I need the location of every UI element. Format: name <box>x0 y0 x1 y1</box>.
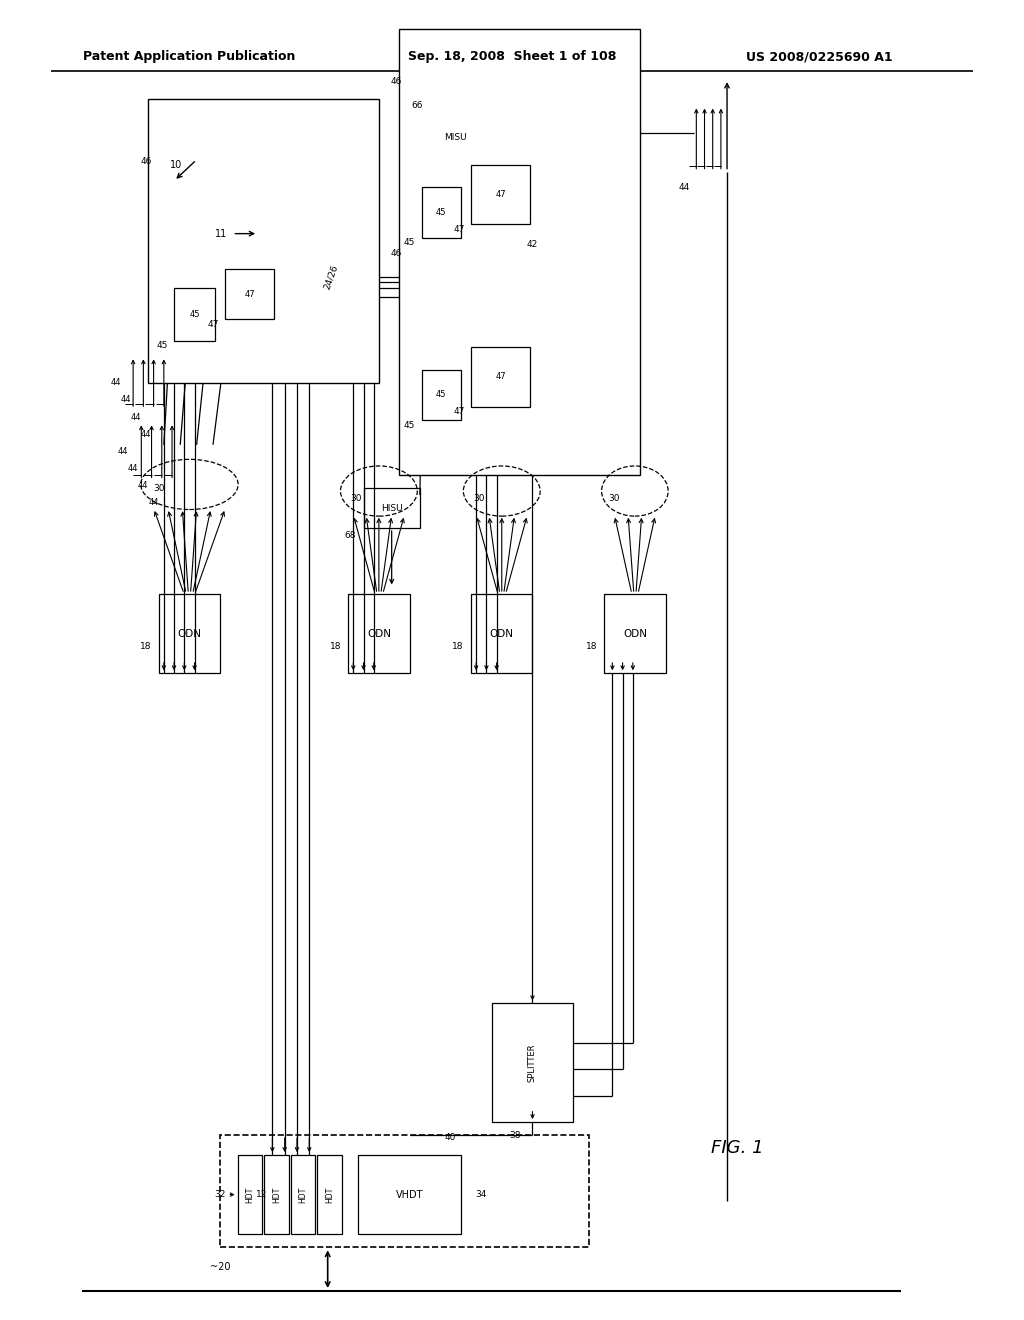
Text: 44: 44 <box>111 379 121 387</box>
Text: ODN: ODN <box>623 628 647 639</box>
Text: 18: 18 <box>586 643 597 651</box>
Text: HDT: HDT <box>326 1187 334 1203</box>
Text: 47: 47 <box>245 290 255 298</box>
Text: 11: 11 <box>215 228 227 239</box>
Text: HISU: HISU <box>381 504 402 512</box>
Text: 45: 45 <box>157 342 168 350</box>
Text: 45: 45 <box>189 310 200 318</box>
Bar <box>422 370 461 420</box>
Bar <box>604 594 666 673</box>
Text: 47: 47 <box>454 226 465 234</box>
Bar <box>264 1155 289 1234</box>
Bar <box>364 488 420 528</box>
Text: ODN: ODN <box>489 628 514 639</box>
Text: 30: 30 <box>608 495 621 503</box>
Bar <box>159 594 220 673</box>
Bar <box>471 347 530 407</box>
Text: MISU: MISU <box>444 133 467 141</box>
Text: 44: 44 <box>141 430 152 438</box>
Text: 18: 18 <box>140 643 152 651</box>
Bar <box>174 288 215 341</box>
Text: FIG. 1: FIG. 1 <box>711 1139 764 1158</box>
Bar <box>317 1155 342 1234</box>
Text: ODN: ODN <box>367 628 391 639</box>
Text: 34: 34 <box>475 1191 486 1199</box>
Text: 18: 18 <box>453 643 464 651</box>
Text: 45: 45 <box>436 209 446 216</box>
Text: VHDT: VHDT <box>396 1189 423 1200</box>
Text: 47: 47 <box>496 372 506 381</box>
Text: Sep. 18, 2008  Sheet 1 of 108: Sep. 18, 2008 Sheet 1 of 108 <box>408 50 616 63</box>
Text: 44: 44 <box>121 396 131 404</box>
Bar <box>291 1155 315 1234</box>
Text: 45: 45 <box>403 239 415 247</box>
Text: 46: 46 <box>391 78 402 86</box>
Text: 32: 32 <box>214 1191 225 1199</box>
Text: HDT: HDT <box>272 1187 281 1203</box>
Text: 44: 44 <box>138 482 148 490</box>
Text: 18: 18 <box>330 643 341 651</box>
Text: 10: 10 <box>170 160 182 170</box>
Bar <box>471 165 530 224</box>
Text: 30: 30 <box>350 495 362 503</box>
Text: SPLITTER: SPLITTER <box>528 1043 537 1082</box>
Text: 40: 40 <box>444 1134 457 1142</box>
Text: 44: 44 <box>118 447 128 455</box>
Text: 44: 44 <box>679 183 689 191</box>
Bar <box>220 1135 589 1247</box>
Text: 12: 12 <box>256 1191 267 1199</box>
Text: 24/26: 24/26 <box>323 264 340 290</box>
Text: 47: 47 <box>454 408 465 416</box>
Text: 47: 47 <box>208 321 219 329</box>
Text: 44: 44 <box>131 413 141 421</box>
Text: 45: 45 <box>403 421 415 429</box>
Bar <box>225 269 274 319</box>
Text: 47: 47 <box>496 190 506 199</box>
Text: US 2008/0225690 A1: US 2008/0225690 A1 <box>745 50 893 63</box>
Text: 46: 46 <box>140 157 152 165</box>
Bar <box>430 114 481 161</box>
Text: 44: 44 <box>128 465 138 473</box>
Bar <box>422 187 461 238</box>
Bar <box>399 29 640 475</box>
Text: 44: 44 <box>148 499 159 507</box>
Text: 46: 46 <box>391 249 402 257</box>
Bar <box>471 594 532 673</box>
Text: 45: 45 <box>436 391 446 399</box>
Text: HDT: HDT <box>246 1187 254 1203</box>
Bar <box>148 99 379 383</box>
Text: ~20: ~20 <box>210 1262 230 1272</box>
Text: HDT: HDT <box>299 1187 307 1203</box>
Bar <box>358 1155 461 1234</box>
Text: Patent Application Publication: Patent Application Publication <box>83 50 296 63</box>
Bar <box>238 1155 262 1234</box>
Text: 42: 42 <box>527 240 538 248</box>
Text: 30: 30 <box>153 484 165 492</box>
Text: 30: 30 <box>473 495 485 503</box>
Bar <box>492 1003 573 1122</box>
Text: 68: 68 <box>345 532 356 540</box>
Bar <box>348 594 410 673</box>
Text: ODN: ODN <box>177 628 202 639</box>
Text: 38: 38 <box>509 1131 520 1139</box>
Text: 66: 66 <box>412 102 423 110</box>
